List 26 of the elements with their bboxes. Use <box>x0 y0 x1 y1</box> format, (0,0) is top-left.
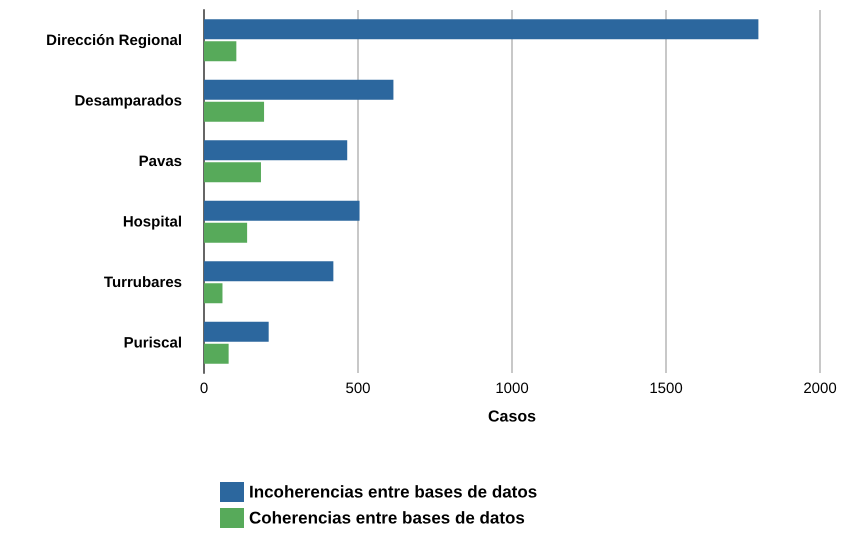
bar <box>204 322 269 342</box>
y-tick-label: Pavas <box>138 152 182 170</box>
bar <box>204 102 264 122</box>
y-tick-label: Dirección Regional <box>46 32 182 49</box>
bar <box>204 200 360 221</box>
y-tick-label: Hospital <box>122 213 182 230</box>
y-tick-label: Turrubares <box>104 274 182 291</box>
legend-label: Incoherencias entre bases de datos <box>249 482 538 502</box>
bar <box>204 162 261 182</box>
x-tick-label: 1000 <box>495 380 529 397</box>
x-tick-label: 2000 <box>803 380 837 397</box>
x-tick-label: 500 <box>345 380 371 397</box>
bar <box>204 41 236 62</box>
legend-label: Coherencias entre bases de datos <box>249 508 525 528</box>
bar <box>204 80 394 100</box>
bar <box>204 283 222 304</box>
bar <box>204 344 229 364</box>
x-tick-label: 0 <box>200 380 208 397</box>
y-tick-label: Puriscal <box>124 334 182 352</box>
y-tick-label: Desamparados <box>74 92 182 110</box>
bar <box>204 19 758 40</box>
bar <box>204 261 334 282</box>
bar <box>204 222 248 243</box>
x-axis-title: Casos <box>488 408 536 426</box>
x-tick-label: 1500 <box>649 380 683 397</box>
bar <box>204 140 348 160</box>
